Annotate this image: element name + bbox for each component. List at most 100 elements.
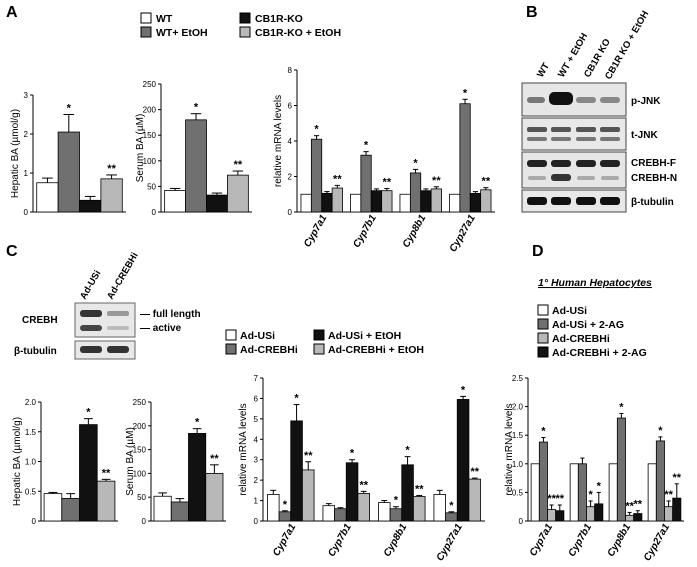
legend-d: Ad-USi Ad-USi + 2-AG Ad-CREBHi Ad-CREBHi… [537, 304, 647, 359]
band [576, 160, 596, 167]
y-tick-label: 2 [288, 173, 293, 182]
bar [79, 199, 102, 213]
y-tick-label: 2.0 [512, 403, 524, 412]
bar [608, 463, 618, 522]
panel-label-d: D [532, 243, 544, 260]
x-tick-label: Cyp7b1 [326, 522, 354, 559]
y-axis-label: Hepatic BA (µmol/g) [10, 109, 21, 198]
significance-label: ** [415, 483, 424, 495]
y-axis-label: relative mRNA levels [504, 403, 515, 495]
legend-c-label-1: Ad-CREBHi [240, 344, 298, 356]
blot-c-strip-crebh [74, 302, 136, 338]
bar [378, 502, 391, 522]
bar [185, 119, 207, 213]
y-tick-label: 5 [254, 415, 259, 424]
x-tick-label: Cyp7a1 [302, 213, 330, 250]
y-tick-label: 4 [254, 435, 259, 444]
panel-d-title: 1° Human Hepatocytes [538, 277, 652, 289]
y-tick-label: 0 [288, 208, 293, 217]
band [600, 197, 620, 205]
legend-d-swatch-0 [537, 304, 549, 316]
band [107, 311, 129, 316]
bar [547, 509, 557, 522]
legend-c: Ad-USi Ad-CREBHi Ad-USi + EtOH Ad-CREBHi… [225, 329, 424, 356]
significance-label: ** [482, 176, 491, 188]
bar [357, 493, 370, 522]
bar [625, 514, 635, 522]
bar [459, 103, 471, 213]
bar [345, 462, 359, 522]
band [527, 97, 545, 103]
bar [616, 417, 626, 522]
band [600, 127, 620, 132]
bar [360, 154, 372, 213]
bar [321, 192, 333, 213]
bar [480, 189, 492, 213]
y-axis-label: Serum BA (µM) [125, 427, 136, 496]
significance-label: * [588, 489, 593, 501]
bar [413, 496, 426, 522]
bar [430, 188, 442, 213]
y-tick-label: 3 [24, 91, 29, 100]
bar [61, 497, 80, 522]
legend-a-swatch-3 [239, 26, 251, 38]
legend-d-swatch-2 [537, 332, 549, 344]
x-tick-label: Cyp8b1 [606, 522, 634, 559]
bar [538, 441, 548, 522]
legend-d-swatch-1 [537, 318, 549, 330]
significance-label: ** [107, 163, 116, 175]
legend-d-label-2: Ad-CREBHi [552, 333, 610, 345]
blot-b-band-3: CREBH-N [631, 173, 677, 184]
y-axis-label: Hepatic BA (µmol/g) [12, 417, 23, 506]
band [600, 137, 620, 141]
legend-c-swatch-2 [313, 329, 325, 341]
panel-label-b: B [526, 4, 538, 21]
bar [530, 463, 540, 522]
bar [381, 190, 393, 213]
band [80, 310, 102, 317]
y-tick-label: 8 [288, 66, 293, 75]
significance-label: * [67, 103, 72, 115]
band [80, 325, 102, 331]
blot-c-strip-tubulin [74, 340, 136, 360]
significance-label: ** [634, 499, 643, 511]
band [576, 137, 596, 141]
y-tick-label: 2.0 [25, 398, 37, 407]
significance-label: * [413, 157, 418, 169]
significance-label: * [86, 407, 91, 419]
x-tick-label: Cyp7a1 [528, 522, 556, 559]
panel-label-a: A [6, 4, 18, 21]
x-tick-label: Cyp7b1 [351, 213, 379, 250]
significance-label: * [294, 393, 299, 405]
bar [664, 506, 674, 522]
legend-a-label-1: WT+ EtOH [156, 27, 208, 39]
bar [647, 463, 657, 522]
significance-label: ** [664, 489, 673, 501]
legend-c-label-2: Ad-USi + EtOH [328, 330, 401, 342]
y-tick-label: 0 [142, 517, 147, 526]
bar [456, 399, 470, 522]
bar [399, 193, 411, 213]
bar [449, 193, 461, 213]
bar [594, 503, 604, 522]
bar [401, 464, 414, 522]
legend-a-label-0: WT [156, 13, 173, 25]
y-tick-label: 200 [143, 106, 157, 115]
y-axis-label: relative mRNA levels [238, 403, 249, 495]
band [528, 176, 546, 180]
blot-b-band-0: p-JNK [631, 96, 661, 107]
band [601, 176, 619, 180]
bar [555, 510, 565, 522]
bar [420, 190, 432, 213]
bar [79, 424, 98, 522]
bar [672, 497, 682, 522]
bar [310, 138, 323, 213]
bar [389, 508, 403, 522]
blot-c-annot-1: — active [140, 323, 182, 334]
bar [43, 493, 63, 522]
blot-c-lane-1: Ad-CREBHi [105, 251, 141, 302]
legend-a-label-2: CB1R-KO [255, 13, 303, 25]
significance-label: * [314, 124, 319, 136]
